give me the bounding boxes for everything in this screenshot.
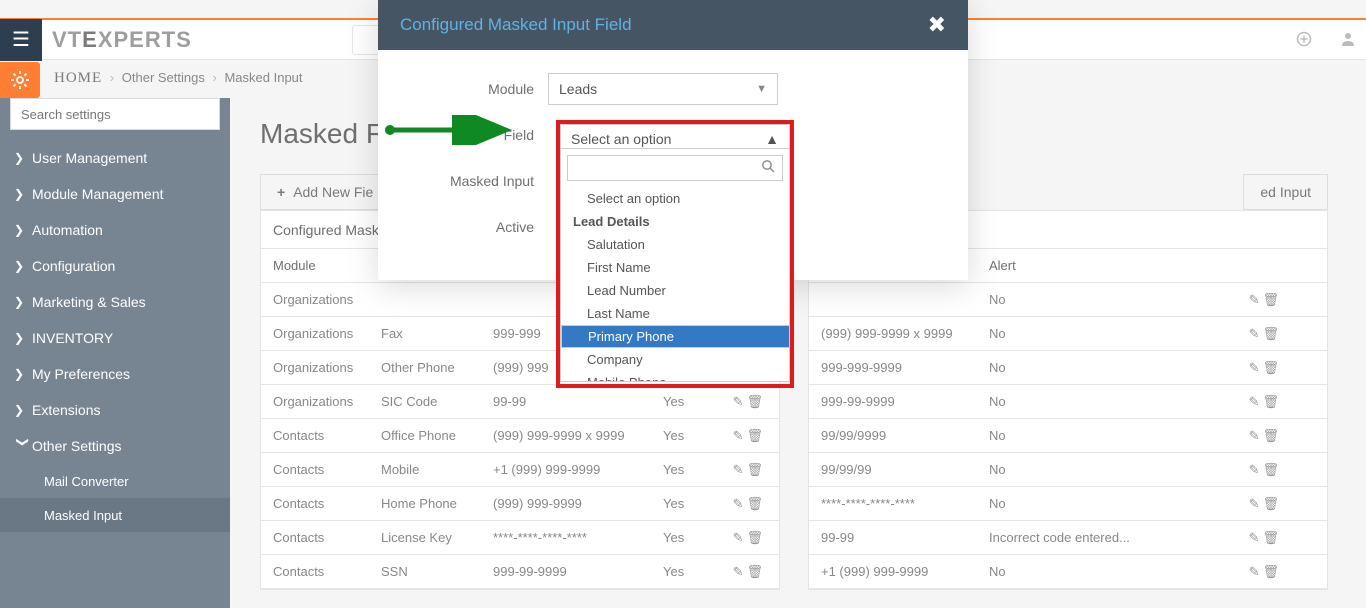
sidebar-item-inventory[interactable]: ❯INVENTORY	[0, 320, 230, 356]
modal-title: Configured Masked Input Field	[400, 15, 632, 35]
label-module: Module	[378, 81, 548, 97]
breadcrumb-other-settings[interactable]: Other Settings	[122, 70, 205, 85]
table-row: 999-999-9999No✎🗑	[809, 351, 1327, 385]
sidebar-item-other-settings[interactable]: ❯Other Settings	[0, 428, 230, 464]
table-row: No✎🗑	[809, 283, 1327, 317]
delete-icon[interactable]: 🗑	[1262, 496, 1279, 511]
edit-icon[interactable]: ✎	[1249, 428, 1260, 443]
table-row: ContactsLicense Key****-****-****-****Ye…	[261, 521, 779, 555]
table-row: ContactsMobile+1 (999) 999-9999Yes✎🗑	[261, 453, 779, 487]
edit-icon[interactable]: ✎	[1249, 292, 1260, 307]
edit-icon[interactable]: ✎	[733, 428, 744, 443]
col-module: Module	[261, 258, 381, 273]
edit-icon[interactable]: ✎	[1249, 394, 1260, 409]
table-row: 999-99-9999No✎🗑	[809, 385, 1327, 419]
edit-icon[interactable]: ✎	[1249, 564, 1260, 579]
delete-icon[interactable]: 🗑	[1262, 530, 1279, 545]
delete-icon[interactable]: 🗑	[1262, 360, 1279, 375]
dropdown-option[interactable]: Salutation	[561, 233, 789, 256]
table-row: ContactsHome Phone(999) 999-9999Yes✎🗑	[261, 487, 779, 521]
add-icon[interactable]	[1296, 31, 1312, 52]
dropdown-option[interactable]: Primary Phone	[561, 325, 789, 348]
module-select[interactable]: Leads▼	[548, 73, 778, 105]
table-row: ContactsOffice Phone(999) 999-9999 x 999…	[261, 419, 779, 453]
edit-icon[interactable]: ✎	[733, 530, 744, 545]
delete-icon[interactable]: 🗑	[746, 394, 763, 409]
delete-icon[interactable]: 🗑	[1262, 462, 1279, 477]
sidebar-item-module-management[interactable]: ❯Module Management	[0, 176, 230, 212]
add-new-button-right[interactable]: ed Input	[1243, 174, 1328, 210]
table-row: 99/99/99No✎🗑	[809, 453, 1327, 487]
label-active: Active	[378, 219, 548, 235]
delete-icon[interactable]: 🗑	[1262, 428, 1279, 443]
dropdown-option[interactable]: Mobile Phone	[561, 371, 789, 381]
label-masked-input: Masked Input	[378, 173, 548, 189]
delete-icon[interactable]: 🗑	[1262, 326, 1279, 341]
sidebar-sub-mail-converter[interactable]: Mail Converter	[0, 464, 230, 498]
edit-icon[interactable]: ✎	[1249, 530, 1260, 545]
settings-sidebar: ❯User Management ❯Module Management ❯Aut…	[0, 98, 230, 608]
dropdown-search-input[interactable]	[567, 155, 783, 181]
sidebar-item-marketing-sales[interactable]: ❯Marketing & Sales	[0, 284, 230, 320]
plus-icon: +	[277, 184, 285, 200]
modal-close-icon[interactable]: ✖	[928, 12, 946, 38]
table-row: OrganizationsSIC Code99-99Yes✎🗑	[261, 385, 779, 419]
edit-icon[interactable]: ✎	[733, 564, 744, 579]
table-row: +1 (999) 999-9999No✎🗑	[809, 555, 1327, 589]
breadcrumb: HOME › Other Settings › Masked Input	[54, 70, 303, 87]
dropdown-option[interactable]: Lead Number	[561, 279, 789, 302]
field-dropdown: Select an optionLead DetailsSalutationFi…	[560, 148, 790, 382]
search-icon	[761, 159, 775, 176]
breadcrumb-masked-input: Masked Input	[224, 70, 302, 85]
edit-icon[interactable]: ✎	[733, 462, 744, 477]
delete-icon[interactable]: 🗑	[1262, 394, 1279, 409]
dropdown-group: Lead Details	[561, 210, 789, 233]
settings-gear-tab[interactable]	[0, 62, 40, 98]
logo: VTEXPERTS	[52, 27, 192, 53]
dropdown-option[interactable]: First Name	[561, 256, 789, 279]
breadcrumb-home[interactable]: HOME	[54, 70, 102, 86]
sidebar-item-my-preferences[interactable]: ❯My Preferences	[0, 356, 230, 392]
dropdown-option[interactable]: Select an option	[561, 187, 789, 210]
table-row: ContactsSSN999-99-9999Yes✎🗑	[261, 555, 779, 589]
sidebar-sub-masked-input[interactable]: Masked Input	[0, 498, 230, 532]
delete-icon[interactable]: 🗑	[746, 462, 763, 477]
table-row: 99/99/9999No✎🗑	[809, 419, 1327, 453]
sidebar-item-extensions[interactable]: ❯Extensions	[0, 392, 230, 428]
edit-icon[interactable]: ✎	[1249, 496, 1260, 511]
table-row: ****-****-****-****No✎🗑	[809, 487, 1327, 521]
sidebar-search-input[interactable]	[10, 98, 220, 130]
delete-icon[interactable]: 🗑	[1262, 292, 1279, 307]
edit-icon[interactable]: ✎	[1249, 360, 1260, 375]
annotation-arrow	[382, 115, 558, 145]
dropdown-option[interactable]: Company	[561, 348, 789, 371]
global-search-button[interactable]	[352, 25, 380, 55]
delete-icon[interactable]: 🗑	[746, 530, 763, 545]
col-alert: Alert	[989, 258, 1229, 273]
delete-icon[interactable]: 🗑	[1262, 564, 1279, 579]
sidebar-item-automation[interactable]: ❯Automation	[0, 212, 230, 248]
delete-icon[interactable]: 🗑	[746, 564, 763, 579]
table-row: 99-99Incorrect code entered...✎🗑	[809, 521, 1327, 555]
delete-icon[interactable]: 🗑	[746, 496, 763, 511]
edit-icon[interactable]: ✎	[1249, 462, 1260, 477]
sidebar-item-user-management[interactable]: ❯User Management	[0, 140, 230, 176]
user-icon[interactable]	[1340, 31, 1356, 52]
edit-icon[interactable]: ✎	[733, 496, 744, 511]
sidebar-item-configuration[interactable]: ❯Configuration	[0, 248, 230, 284]
add-new-field-button[interactable]: + Add New Fie	[260, 174, 390, 210]
dropdown-option[interactable]: Last Name	[561, 302, 789, 325]
table-row: (999) 999-9999 x 9999No✎🗑	[809, 317, 1327, 351]
edit-icon[interactable]: ✎	[733, 394, 744, 409]
delete-icon[interactable]: 🗑	[746, 428, 763, 443]
hamburger-button[interactable]: ☰	[0, 19, 42, 61]
edit-icon[interactable]: ✎	[1249, 326, 1260, 341]
